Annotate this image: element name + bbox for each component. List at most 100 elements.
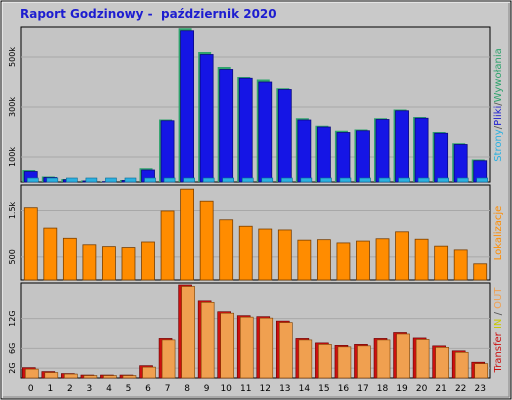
bar-pages xyxy=(398,177,410,183)
bar-pages xyxy=(281,177,293,183)
bar-kbytes-out xyxy=(474,363,489,379)
legend-entry: / xyxy=(493,102,504,106)
legend-transfer: Transfer IN / OUT xyxy=(493,287,504,374)
y-tick-label: 12G xyxy=(8,310,17,326)
bar-files xyxy=(238,77,253,183)
bar-files xyxy=(453,144,468,183)
bar-kbytes-out xyxy=(161,339,176,379)
bar-files xyxy=(395,110,409,183)
legend-entry: Transfer xyxy=(493,331,504,373)
bar-pages xyxy=(222,177,234,183)
x-tick-label: 21 xyxy=(435,384,446,394)
bar-kbytes-out xyxy=(64,373,78,379)
plot-area xyxy=(20,26,491,183)
plot-area xyxy=(20,282,491,379)
bar-kbytes-out xyxy=(337,346,352,379)
legend-entry: / xyxy=(493,125,504,129)
bar-visits xyxy=(121,247,136,281)
x-tick-label: 3 xyxy=(87,384,93,394)
bar-kbytes-out xyxy=(376,339,391,379)
x-tick-label: 6 xyxy=(145,384,151,394)
x-tick-label: 18 xyxy=(377,384,389,394)
bar-pages xyxy=(183,177,195,183)
bar-visits xyxy=(23,207,38,281)
legend-entry: IN xyxy=(493,319,504,333)
bar-pages xyxy=(300,177,313,183)
bar-kbytes-out xyxy=(181,286,195,379)
legend-entry: / xyxy=(493,309,504,319)
legend-entry: Lokalizacje xyxy=(493,206,504,261)
bar-kbytes-out xyxy=(357,345,371,379)
panel-hits-files-pages: 100k 300k 500k xyxy=(8,26,491,183)
bar-files xyxy=(297,119,312,183)
bar-pages xyxy=(124,177,137,183)
y-tick-label: 100k xyxy=(8,147,17,167)
bar-kbytes-out xyxy=(83,375,98,379)
x-tick-label: 0 xyxy=(28,384,34,394)
x-tick-label: 7 xyxy=(165,384,171,394)
bar-kbytes-out xyxy=(259,317,274,379)
bar-visits xyxy=(219,219,234,281)
bar-files xyxy=(160,120,175,183)
x-tick-label: 15 xyxy=(318,384,329,394)
bar-kbytes-out xyxy=(435,347,449,379)
x-tick-label: 16 xyxy=(338,384,350,394)
y-tick-label: 2G xyxy=(8,362,17,373)
bar-visits xyxy=(43,227,58,281)
y-tick-label: 300k xyxy=(8,97,17,117)
plot-area xyxy=(20,184,491,281)
x-tick-label: 11 xyxy=(240,384,251,394)
bar-files xyxy=(199,54,214,183)
x-tick-label: 19 xyxy=(396,384,408,394)
x-tick-label: 23 xyxy=(475,384,486,394)
bar-visits xyxy=(62,237,77,281)
bar-visits xyxy=(82,244,97,281)
bar-files xyxy=(375,119,390,183)
bar-kbytes-out xyxy=(200,301,215,379)
bar-files xyxy=(180,30,195,183)
x-tick-label: 1 xyxy=(47,384,53,394)
bar-files xyxy=(258,81,273,183)
bar-pages xyxy=(378,177,391,183)
bar-visits xyxy=(453,249,468,281)
bar-files xyxy=(316,126,331,183)
x-tick-label: 10 xyxy=(220,384,232,394)
bar-visits xyxy=(238,225,253,281)
bar-pages xyxy=(241,177,254,183)
bar-kbytes-out xyxy=(396,333,410,379)
bar-pages xyxy=(46,177,59,183)
x-tick-label: 14 xyxy=(299,384,311,394)
bar-kbytes-out xyxy=(415,339,430,379)
x-tick-label: 4 xyxy=(106,384,112,394)
bar-files xyxy=(414,117,429,183)
bar-kbytes-out xyxy=(44,372,59,379)
bar-pages xyxy=(163,177,176,183)
bar-visits xyxy=(180,188,195,281)
bar-visits xyxy=(414,238,429,281)
bar-kbytes-out xyxy=(454,351,469,379)
bar-kbytes-out xyxy=(24,368,39,379)
bar-visits xyxy=(316,239,331,281)
bar-pages xyxy=(85,177,98,183)
bar-files xyxy=(277,89,292,183)
chart-title: Raport Godzinowy - październik 2020 xyxy=(20,7,277,21)
bar-visits xyxy=(199,200,214,281)
bar-pages xyxy=(105,177,117,183)
x-tick-label: 5 xyxy=(126,384,132,394)
bar-visits xyxy=(102,246,116,281)
bar-pages xyxy=(476,177,489,183)
bar-kbytes-out xyxy=(142,366,156,379)
bar-files xyxy=(434,132,449,183)
bar-pages xyxy=(320,177,332,183)
bar-pages xyxy=(202,177,215,183)
bar-pages xyxy=(339,177,352,183)
legend-entry: Strony xyxy=(493,129,504,162)
bar-pages xyxy=(26,177,39,183)
panel-visits: 500 1.5k xyxy=(8,184,491,281)
legend-visits: Lokalizacje xyxy=(493,206,504,261)
bar-kbytes-out xyxy=(239,316,254,379)
bar-pages xyxy=(66,177,78,183)
x-tick-label: 12 xyxy=(260,384,271,394)
y-tick-label: 500 xyxy=(8,249,17,264)
